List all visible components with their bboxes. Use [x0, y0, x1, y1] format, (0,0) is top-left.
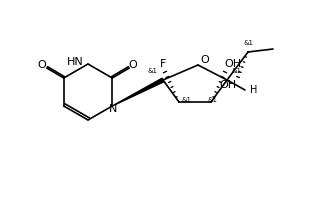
Polygon shape	[112, 78, 164, 106]
Text: H: H	[250, 85, 257, 95]
Text: &1: &1	[244, 40, 254, 46]
Text: O: O	[129, 60, 138, 70]
Text: O: O	[37, 60, 46, 70]
Text: OH: OH	[224, 59, 242, 69]
Text: HN: HN	[67, 57, 84, 67]
Text: &1: &1	[208, 97, 218, 103]
Text: &1: &1	[181, 97, 191, 103]
Text: &1: &1	[232, 68, 242, 74]
Text: &1: &1	[148, 68, 158, 74]
Text: F: F	[160, 59, 166, 69]
Text: N: N	[109, 104, 117, 114]
Text: O: O	[201, 55, 209, 65]
Text: OH: OH	[219, 80, 236, 90]
